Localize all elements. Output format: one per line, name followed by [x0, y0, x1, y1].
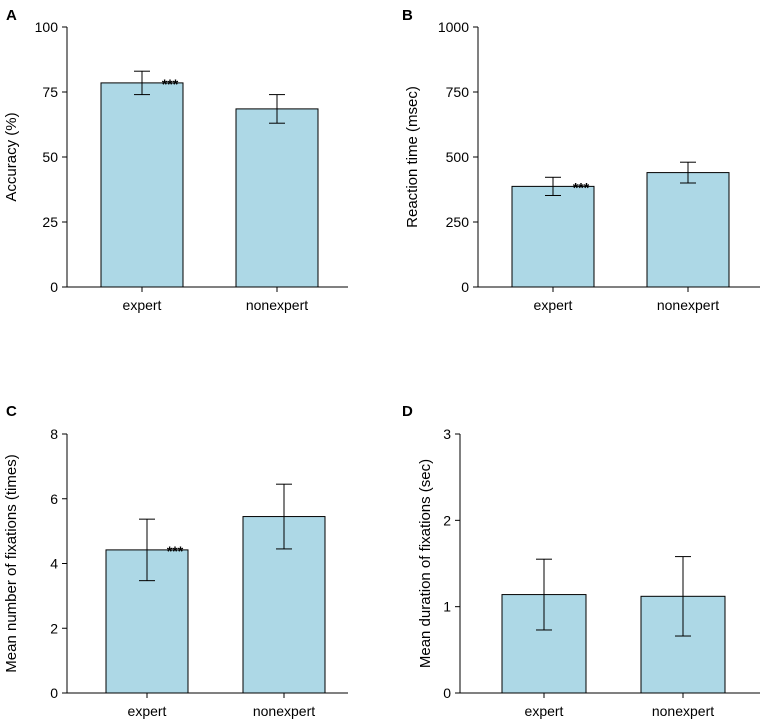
x-tick-label: expert — [128, 703, 167, 719]
y-tick-label: 4 — [50, 556, 58, 572]
panel-b: B 0 250 500 750 1000 Reaction time (msec) exper… — [402, 7, 760, 313]
bar-nonexpert — [235, 108, 319, 288]
x-tick-label: expert — [123, 297, 162, 313]
panel-letter: B — [402, 7, 413, 24]
x-tick-label: expert — [534, 297, 573, 313]
y-tick-label: 8 — [50, 426, 58, 442]
y-tick-label: 0 — [50, 279, 58, 295]
bar-nonexpert — [646, 172, 730, 288]
y-axis-title: Mean number of fixations (times) — [3, 454, 20, 672]
y-axis-title: Reaction time (msec) — [404, 86, 421, 228]
y-axis-title: Mean duration of fixations (sec) — [417, 459, 434, 668]
y-axis-title: Accuracy (%) — [3, 112, 20, 201]
y-tick-label: 75 — [42, 84, 58, 100]
bar-expert — [100, 82, 184, 288]
significance-mark: *** — [162, 76, 179, 92]
x-tick-label: nonexpert — [657, 297, 719, 313]
y-tick-label: 100 — [35, 19, 59, 35]
x-tick-label: nonexpert — [246, 297, 308, 313]
panel-c: C 0 2 4 6 8 Mean number of fixations (times) ex… — [3, 403, 348, 719]
panel-d: D 0 1 2 3 Mean duration of fixations (sec) exp… — [402, 403, 760, 719]
y-tick-label: 0 — [461, 279, 469, 295]
bar-expert — [511, 185, 595, 288]
y-tick-label: 2 — [50, 620, 58, 636]
y-tick-label: 25 — [42, 214, 58, 230]
y-tick-label: 1000 — [438, 19, 469, 35]
y-tick-label: 250 — [446, 214, 470, 230]
y-tick-label: 2 — [443, 512, 451, 528]
y-tick-label: 500 — [446, 149, 470, 165]
y-tick-label: 0 — [50, 685, 58, 701]
y-tick-label: 750 — [446, 84, 470, 100]
significance-mark: *** — [573, 179, 590, 195]
x-tick-label: expert — [525, 703, 564, 719]
y-tick-label: 3 — [443, 426, 451, 442]
significance-mark: *** — [167, 543, 184, 559]
y-tick-label: 50 — [42, 149, 58, 165]
y-tick-label: 6 — [50, 491, 58, 507]
panel-letter: C — [6, 403, 17, 420]
panel-a: A 0 25 50 75 100 Accuracy (%) expert *** nonexper… — [3, 7, 348, 313]
y-tick-label: 0 — [443, 685, 451, 701]
y-tick-label: 1 — [443, 599, 451, 615]
panel-letter: D — [402, 403, 413, 420]
x-tick-label: nonexpert — [253, 703, 315, 719]
x-tick-label: nonexpert — [652, 703, 714, 719]
panel-letter: A — [6, 7, 17, 24]
